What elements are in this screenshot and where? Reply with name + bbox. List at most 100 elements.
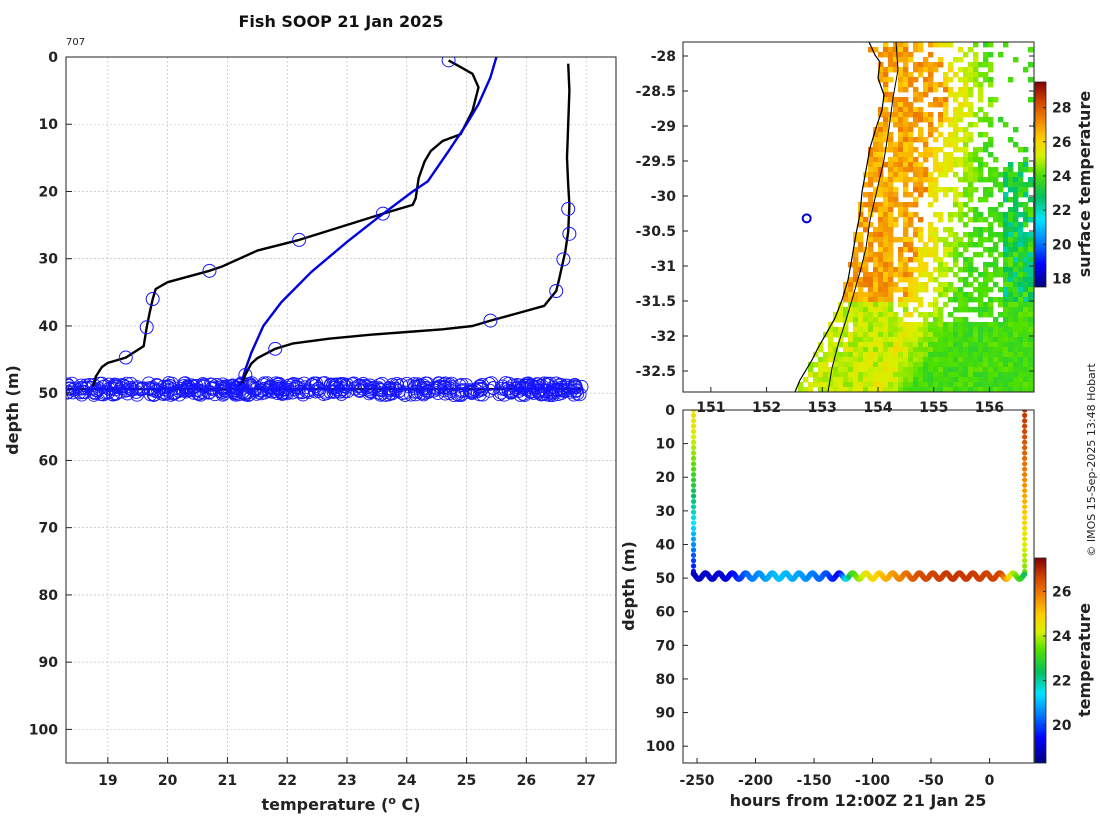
sst-cell (1003, 362, 1009, 368)
sst-cell (888, 197, 894, 203)
sst-cell (958, 107, 964, 113)
sst-cell (908, 357, 914, 363)
sst-cell (1003, 222, 1009, 228)
sst-cell (893, 222, 899, 228)
sst-cell (953, 72, 959, 78)
sst-cell (968, 292, 974, 298)
sst-cell (968, 62, 974, 68)
sst-cell (993, 212, 999, 218)
sst-cell (1008, 237, 1014, 243)
sst-cell (998, 217, 1004, 223)
sst-cell (963, 132, 969, 138)
sst-cell (853, 362, 859, 368)
section-x-tick-label: -250 (680, 773, 715, 789)
sst-cell (938, 282, 944, 288)
sst-cell (1003, 292, 1009, 298)
section-profile-point (690, 547, 697, 553)
section-profile-point (690, 428, 697, 435)
sst-cell (873, 252, 879, 258)
sst-cell (898, 97, 904, 103)
sst-cell (898, 377, 904, 383)
profile-y-tick-label: 80 (39, 588, 59, 604)
sst-cell (963, 267, 969, 273)
sst-cell (963, 87, 969, 93)
sst-cell (998, 327, 1004, 333)
sst-cell (1008, 367, 1014, 373)
sst-cell (878, 127, 884, 133)
sst-cell (883, 117, 889, 123)
sst-cell (968, 122, 974, 128)
sst-cell (893, 342, 899, 348)
sst-cell (878, 327, 884, 333)
sst-cell (893, 47, 899, 53)
sst-cell (893, 322, 899, 328)
sst-cell (818, 367, 824, 373)
profile-y-tick-label: 10 (39, 117, 59, 133)
sst-cell (943, 357, 949, 363)
sst-cell (988, 302, 994, 308)
sst-cell (933, 267, 939, 273)
sst-cell (953, 157, 959, 163)
sst-cell (968, 177, 974, 183)
sst-cell (943, 352, 949, 358)
sst-cell (998, 232, 1004, 238)
profile-lines (91, 57, 571, 387)
section-profile-point (690, 525, 697, 531)
sst-cell (938, 267, 944, 273)
sst-cell (858, 232, 864, 238)
sst-cell (853, 292, 859, 298)
sst-cell (1018, 227, 1024, 233)
sst-cell (868, 317, 874, 323)
sst-cell (938, 217, 944, 223)
sst-cell (953, 92, 959, 98)
sst-cell (1003, 312, 1009, 318)
sst-cell (958, 102, 964, 108)
sst-cell (873, 202, 879, 208)
sst-cell (883, 42, 889, 48)
sst-cell (993, 362, 999, 368)
sst-cell (908, 147, 914, 153)
sst-cell (838, 377, 844, 383)
shelf-contour (827, 42, 899, 392)
sst-cell (1003, 357, 1009, 363)
sst-cell (1013, 292, 1019, 298)
section-y-tick-label: 20 (656, 470, 676, 486)
surface-sample-marker (534, 382, 549, 397)
sst-cell (943, 342, 949, 348)
sst-cell (978, 132, 984, 138)
sst-cell (1013, 267, 1019, 273)
sst-cell (873, 137, 879, 143)
sst-cell (873, 337, 879, 343)
sst-cell (828, 347, 834, 353)
map-latitude-ticks: -28-28.5-29-29.5-30-30.5-31-31.5-32-32.5 (636, 49, 1034, 380)
sst-cell (998, 322, 1004, 328)
sst-cell (903, 212, 909, 218)
profile-panel: 19 20 21 22 23 24 25 26 27 010203040506070809010… (3, 12, 617, 814)
surface-sample-marker (463, 384, 478, 399)
sst-cell (958, 277, 964, 283)
sst-cell (963, 357, 969, 363)
sst-cell (848, 352, 854, 358)
sst-cell (863, 192, 869, 198)
sst-cell (1008, 327, 1014, 333)
sst-cell (908, 287, 914, 293)
sst-cell (883, 47, 889, 53)
sst-cell (1028, 337, 1034, 343)
sst-cell (883, 227, 889, 233)
sst-cell (943, 272, 949, 278)
sst-cell (943, 187, 949, 193)
sst-cell (908, 122, 914, 128)
sst-cell (933, 357, 939, 363)
sst-cell (933, 237, 939, 243)
sst-cell (958, 157, 964, 163)
sst-cell (878, 147, 884, 153)
sst-cell (878, 72, 884, 78)
sst-cell (893, 112, 899, 118)
sst-cell (848, 312, 854, 318)
surface-sample-marker (66, 377, 75, 392)
section-profile-point (690, 514, 697, 521)
sst-cell (908, 177, 914, 183)
sst-cell (963, 277, 969, 283)
section-profile-point (690, 450, 697, 456)
profile-line-3 (241, 63, 571, 384)
